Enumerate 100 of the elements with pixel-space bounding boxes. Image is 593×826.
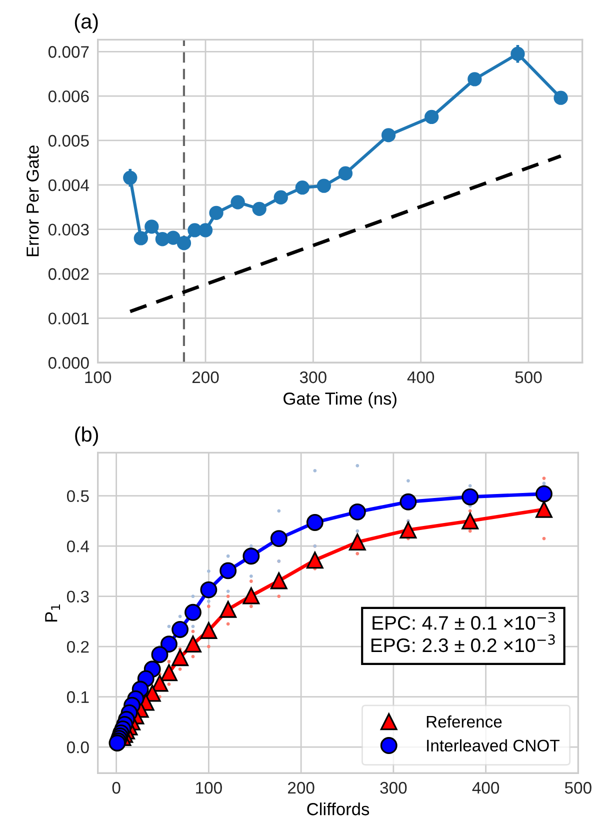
y-tick-label: 0.4 xyxy=(66,540,90,552)
legend-label: Reference xyxy=(426,715,502,728)
y-tick-label: 0.5 xyxy=(66,490,89,502)
point xyxy=(178,614,182,618)
point xyxy=(167,660,171,664)
y-tick-label: 0.004 xyxy=(48,179,90,192)
x-tick-label: 100 xyxy=(85,371,112,384)
point xyxy=(338,166,353,180)
point xyxy=(200,622,218,639)
point xyxy=(176,236,192,250)
point xyxy=(220,562,237,580)
point xyxy=(249,544,253,548)
point xyxy=(230,195,245,210)
point xyxy=(313,469,317,472)
point xyxy=(277,509,281,513)
x-tick-label: 300 xyxy=(380,782,407,794)
point xyxy=(249,574,253,578)
chart-title: (b) xyxy=(75,426,98,446)
point xyxy=(536,500,552,518)
x-tick-label: 200 xyxy=(288,782,314,794)
point xyxy=(242,548,260,565)
point xyxy=(206,570,210,573)
x-tick-label: 500 xyxy=(564,782,592,794)
point xyxy=(198,223,213,238)
point xyxy=(151,646,168,664)
point xyxy=(191,654,195,658)
point xyxy=(184,636,202,653)
y-axis-title: Error Per Gate xyxy=(26,145,39,256)
point xyxy=(226,622,230,626)
chart-title: (a) xyxy=(74,13,98,33)
point xyxy=(306,514,324,531)
point xyxy=(184,604,202,621)
x-tick-label: 300 xyxy=(300,371,326,384)
point xyxy=(424,110,439,124)
point xyxy=(536,485,552,502)
point xyxy=(295,180,310,195)
point xyxy=(277,594,281,598)
y-tick-label: 0.007 xyxy=(48,46,89,58)
point xyxy=(462,488,479,506)
point xyxy=(160,664,178,682)
annotation: EPG: 2.3 ± 0.2 ×10$^{−3}$ xyxy=(371,634,555,652)
point xyxy=(400,522,417,538)
point xyxy=(167,682,171,686)
point xyxy=(191,594,195,598)
point xyxy=(178,667,182,671)
point xyxy=(134,231,148,246)
y-tick-label: 0.0 xyxy=(66,741,89,754)
point xyxy=(123,170,138,185)
x-tick-label: 500 xyxy=(515,371,542,384)
y-tick-label: 0.1 xyxy=(66,691,89,703)
y-axis-title: P$_{1}$ xyxy=(45,604,60,622)
y-tick-label: 0.3 xyxy=(66,590,89,603)
point xyxy=(242,587,260,604)
point xyxy=(270,572,288,590)
point xyxy=(249,604,253,608)
point xyxy=(206,644,210,648)
point xyxy=(510,46,525,61)
point xyxy=(468,509,472,513)
y-tick-label: 0.001 xyxy=(48,312,89,324)
point xyxy=(400,493,417,510)
point xyxy=(270,530,288,548)
point xyxy=(144,220,159,234)
point xyxy=(306,552,324,569)
point xyxy=(406,479,410,482)
legend-label: Interleaved CNOT xyxy=(427,739,560,752)
x-tick-label: 0 xyxy=(112,782,120,794)
y-tick-label: 0.000 xyxy=(48,357,89,369)
x-tick-label: 200 xyxy=(192,371,219,384)
point xyxy=(206,604,210,608)
point xyxy=(356,529,360,533)
x-axis-title: Cliffords xyxy=(307,802,370,816)
point xyxy=(166,230,180,245)
point xyxy=(356,464,360,468)
x-tick-label: 400 xyxy=(407,371,434,384)
x-tick-label: 100 xyxy=(196,782,222,794)
point xyxy=(274,190,288,204)
y-tick-label: 0.2 xyxy=(66,640,89,653)
point xyxy=(155,232,170,246)
x-tick-label: 400 xyxy=(472,782,500,794)
point xyxy=(226,554,230,558)
point xyxy=(348,534,366,551)
point xyxy=(209,206,224,220)
point xyxy=(226,590,230,593)
y-tick-label: 0.002 xyxy=(48,268,89,280)
point xyxy=(249,580,253,583)
point xyxy=(542,476,546,480)
point xyxy=(348,503,366,520)
point xyxy=(381,128,396,142)
point xyxy=(220,600,237,618)
point xyxy=(160,636,178,653)
x-axis-title: Gate Time (ns) xyxy=(284,392,396,408)
annotation: EPC: 4.7 ± 0.1 ×10$^{−3}$ xyxy=(372,612,555,630)
point xyxy=(468,484,472,488)
point xyxy=(172,649,189,666)
point xyxy=(226,594,230,598)
point xyxy=(468,72,482,86)
point xyxy=(316,178,332,193)
point xyxy=(200,581,218,598)
point xyxy=(252,202,266,216)
point xyxy=(172,620,189,638)
